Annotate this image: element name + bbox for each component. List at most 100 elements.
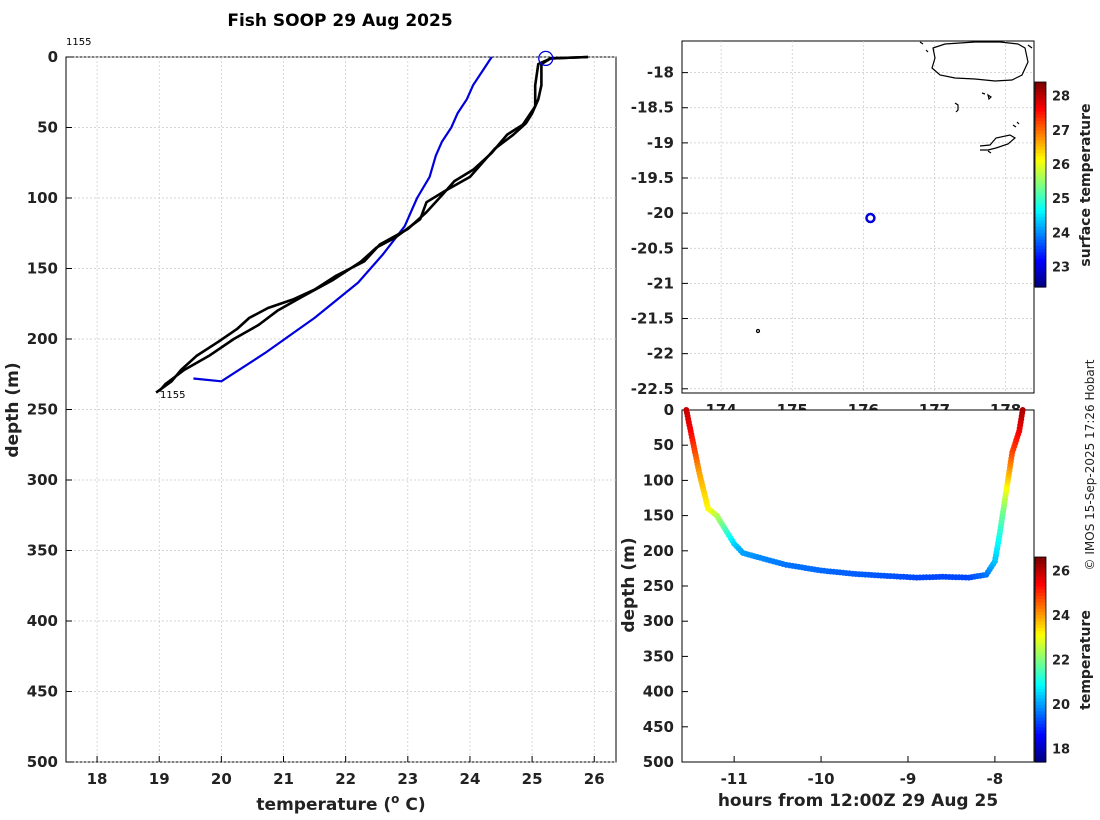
- x-tick-label: 18: [87, 770, 108, 788]
- colorbar-band: [1035, 245, 1046, 250]
- colorbar-band: [1035, 210, 1046, 214]
- map-y-tick-label: -18: [647, 64, 674, 82]
- colorbar-band: [1035, 155, 1046, 160]
- colorbar-frame: [1034, 556, 1047, 763]
- colorbar-band: [1035, 608, 1046, 613]
- colorbar-band: [1035, 181, 1046, 186]
- colorbar-band: [1035, 662, 1046, 667]
- y-tick-label: 300: [27, 471, 58, 489]
- colorbar-band: [1035, 713, 1046, 718]
- colorbar-band: [1035, 184, 1046, 189]
- colorbar-tick-label: 24: [1052, 609, 1070, 624]
- map-y-tick-label: -22: [647, 345, 674, 363]
- y-tick-label: 50: [37, 119, 58, 137]
- colorbar-band: [1035, 685, 1046, 689]
- colorbar-band: [1035, 277, 1046, 282]
- colorbar-band: [1035, 261, 1046, 266]
- colorbar-band: [1035, 633, 1046, 638]
- colorbar-band: [1035, 114, 1046, 118]
- colorbar-band: [1035, 742, 1046, 747]
- colorbar-label-temperature: temperature: [1078, 610, 1094, 710]
- colorbar-band: [1035, 637, 1046, 641]
- colorbar-band: [1035, 752, 1046, 757]
- colorbar-band: [1035, 569, 1046, 574]
- time-y-tick-label: 350: [643, 647, 674, 665]
- position-marker: [865, 212, 876, 224]
- colorbar-band: [1035, 174, 1046, 179]
- y-tick-label: 350: [27, 542, 58, 560]
- map-y-tick-label: -20: [647, 204, 674, 222]
- x-tick-label: 25: [522, 770, 543, 788]
- colorbar-band: [1035, 694, 1046, 699]
- surface-temperature-colorbar: 23 24 25 26 27 28: [1034, 81, 1070, 288]
- colorbar-band: [1035, 242, 1046, 246]
- colorbar-label-surface: surface temperature: [1078, 103, 1094, 266]
- colorbar-band: [1035, 675, 1046, 680]
- colorbar-band: [1035, 120, 1046, 125]
- colorbar-band: [1035, 717, 1046, 721]
- x-tick-label: 23: [397, 770, 418, 788]
- time-y-tick-label: 400: [643, 683, 674, 701]
- profile-axes-box: [65, 56, 617, 763]
- x-tick-label: 24: [460, 770, 481, 788]
- x-tick-label: 20: [211, 770, 232, 788]
- time-x-tick-label: -9: [900, 770, 917, 788]
- colorbar-band: [1035, 723, 1046, 728]
- colorbar-band: [1035, 142, 1046, 147]
- colorbar-band: [1035, 94, 1046, 99]
- colorbar-band: [1035, 627, 1046, 632]
- time-x-axis-label: hours from 12:00Z 29 Aug 25: [718, 791, 998, 811]
- colorbar-band: [1035, 601, 1046, 606]
- y-tick-label: 500: [27, 753, 58, 771]
- colorbar-band: [1035, 736, 1046, 741]
- time-x-tick-label: -11: [721, 770, 748, 788]
- colorbar-band: [1035, 200, 1046, 205]
- time-y-tick-label: 250: [643, 577, 674, 595]
- time-y-tick-label: 500: [643, 753, 674, 771]
- colorbar-band: [1035, 739, 1046, 744]
- colorbar-band: [1035, 258, 1046, 262]
- colorbar-band: [1035, 624, 1046, 629]
- time-depth-panel: -11 -10 -9 -8 0 50 100 150 200 250 300 350 400 450 500…: [619, 401, 1094, 811]
- colorbar-band: [1035, 681, 1046, 686]
- y-tick-label: 0: [48, 48, 58, 66]
- colorbar-band: [1035, 280, 1046, 285]
- track-point: [1019, 407, 1026, 413]
- colorbar-band: [1035, 576, 1046, 581]
- colorbar-band: [1035, 592, 1046, 597]
- colorbar-band: [1035, 130, 1046, 134]
- colorbar-band: [1035, 653, 1046, 657]
- colorbar-band: [1035, 745, 1046, 750]
- colorbar-band: [1035, 107, 1046, 112]
- colorbar-band: [1035, 729, 1046, 734]
- map-y-tick-label: -20.5: [631, 239, 674, 257]
- colorbar-band: [1035, 557, 1046, 561]
- colorbar-band: [1035, 197, 1046, 202]
- time-x-tick-label: -10: [808, 770, 835, 788]
- colorbar-band: [1035, 206, 1046, 211]
- colorbar-band: [1035, 117, 1046, 122]
- time-x-tick-label: -8: [987, 770, 1004, 788]
- y-tick-label: 150: [27, 260, 58, 278]
- colorbar-band: [1035, 270, 1046, 275]
- series-line-climatology: [193, 56, 493, 383]
- colorbar-band: [1035, 582, 1046, 587]
- colorbar-band: [1035, 248, 1046, 253]
- colorbar-band: [1035, 194, 1046, 198]
- colorbar-band: [1035, 697, 1046, 702]
- colorbar-tick-label: 25: [1052, 192, 1070, 207]
- colorbar-tick-label: 23: [1052, 261, 1070, 276]
- y-tick-label: 250: [27, 401, 58, 419]
- colorbar-band: [1035, 162, 1046, 166]
- y-axis-label: depth (m): [3, 362, 23, 457]
- y-tick-label: 100: [27, 189, 58, 207]
- colorbar-band: [1035, 222, 1046, 227]
- colorbar-band: [1035, 595, 1046, 600]
- colorbar-band: [1035, 560, 1046, 564]
- colorbar-band: [1035, 611, 1046, 616]
- colorbar-band: [1035, 139, 1046, 144]
- y-tick-label: 400: [27, 612, 58, 630]
- colorbar-band: [1035, 98, 1046, 102]
- x-tick-label: 22: [335, 770, 356, 788]
- colorbar-band: [1035, 573, 1046, 577]
